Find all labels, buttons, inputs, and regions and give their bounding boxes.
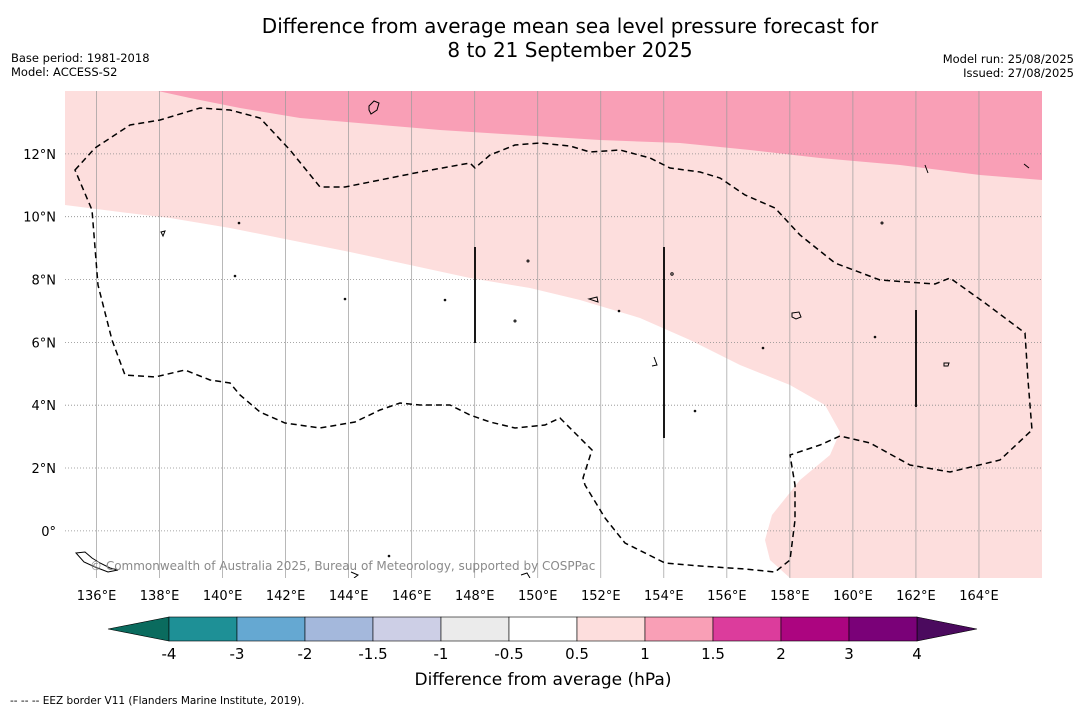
lat-tick-label: 12°N xyxy=(23,148,56,163)
colorbar-tick-label: 1 xyxy=(640,645,650,663)
issued-text: Issued: 27/08/2025 xyxy=(963,66,1074,80)
lon-tick-label: 136°E xyxy=(77,589,117,604)
colorbar-tick-label: 3 xyxy=(844,645,854,663)
colorbar-cell xyxy=(712,616,782,642)
colorbar-tick-label: -1 xyxy=(434,645,449,663)
model-run-text: Model run: 25/08/2025 xyxy=(942,52,1074,66)
lon-tick-label: 156°E xyxy=(707,589,747,604)
map-area: © Commonwealth of Australia 2025, Bureau… xyxy=(65,91,1042,578)
colorbar-cell xyxy=(848,616,918,642)
footer-eez-note: -- -- -- EEZ border V11 (Flanders Marine… xyxy=(10,695,305,707)
lon-tick-label: 154°E xyxy=(644,589,684,604)
colorbar-cell xyxy=(644,616,714,642)
lat-tick-label: 6°N xyxy=(32,336,57,351)
lon-tick-label: 164°E xyxy=(959,589,999,604)
lon-tick-label: 160°E xyxy=(833,589,873,604)
title-line-1: Difference from average mean sea level p… xyxy=(261,14,879,38)
colorbar-extend-low xyxy=(107,616,170,642)
colorbar-cell xyxy=(508,616,578,642)
lon-tick-label: 158°E xyxy=(770,589,810,604)
lat-tick-label: 4°N xyxy=(32,399,57,414)
colorbar-tick-label: -1.5 xyxy=(358,645,387,663)
lon-tick-label: 146°E xyxy=(392,589,432,604)
eez-border-dashed xyxy=(74,107,1033,573)
colorbar-label: Difference from average (hPa) xyxy=(415,670,672,690)
colorbar-cell xyxy=(304,616,374,642)
lat-tick-label: 2°N xyxy=(32,462,57,477)
lon-tick-label: 150°E xyxy=(518,589,558,604)
colorbar-cell xyxy=(372,616,442,642)
lat-tick-label: 8°N xyxy=(32,274,57,289)
meta-right: Model run: 25/08/2025 Issued: 27/08/2025 xyxy=(943,52,1074,80)
base-period-text: Base period: 1981-2018 xyxy=(11,51,150,65)
colorbar-cell xyxy=(236,616,306,642)
colorbar-tick-label: 0.5 xyxy=(565,645,589,663)
watermark-text: © Commonwealth of Australia 2025, Bureau… xyxy=(90,559,595,573)
lon-tick-label: 142°E xyxy=(266,589,306,604)
colorbar-cell xyxy=(576,616,646,642)
lat-tick-label: 0° xyxy=(41,525,56,540)
region-1-to-1-5 xyxy=(158,91,1042,180)
lon-tick-labels: 136°E 138°E 140°E 142°E 144°E 146°E 148°E 150°E… xyxy=(77,589,999,604)
map-title: Difference from average mean sea level p… xyxy=(0,14,1085,62)
region-0-5-to-1 xyxy=(65,91,1042,578)
colorbar-tick-label: 2 xyxy=(776,645,786,663)
lon-tick-label: 152°E xyxy=(581,589,621,604)
lon-tick-label: 162°E xyxy=(896,589,936,604)
colorbar-tick-label: -3 xyxy=(230,645,245,663)
lon-tick-label: 144°E xyxy=(329,589,369,604)
colorbar-cell xyxy=(780,616,850,642)
colorbar-cell xyxy=(440,616,510,642)
colorbar-tick-label: -2 xyxy=(298,645,313,663)
title-line-2: 8 to 21 September 2025 xyxy=(447,38,693,62)
lat-tick-labels: 0° 2°N 4°N 6°N 8°N 10°N 12°N xyxy=(23,148,56,540)
lat-tick-label: 10°N xyxy=(23,211,56,226)
islands xyxy=(74,100,1030,578)
colorbar-tick-labels: -4 -3 -2 -1.5 -1 -0.5 0.5 1 1.5 2 3 4 xyxy=(162,645,922,663)
colorbar-cells xyxy=(168,616,918,642)
lon-tick-label: 148°E xyxy=(455,589,495,604)
colorbar-tick-label: -4 xyxy=(162,645,177,663)
model-text: Model: ACCESS-S2 xyxy=(11,65,118,79)
colorbar-tick-label: 1.5 xyxy=(701,645,725,663)
colorbar-cell xyxy=(168,616,238,642)
colorbar: -4 -3 -2 -1.5 -1 -0.5 0.5 1 1.5 2 3 4 Difference fr… xyxy=(107,616,978,690)
colorbar-extend-high xyxy=(916,616,978,642)
lon-tick-label: 138°E xyxy=(140,589,180,604)
colorbar-tick-label: -0.5 xyxy=(494,645,523,663)
colorbar-tick-label: 4 xyxy=(912,645,922,663)
gridlines xyxy=(65,91,1042,578)
lon-tick-label: 140°E xyxy=(203,589,243,604)
meta-left: Base period: 1981-2018 Model: ACCESS-S2 xyxy=(11,51,150,79)
